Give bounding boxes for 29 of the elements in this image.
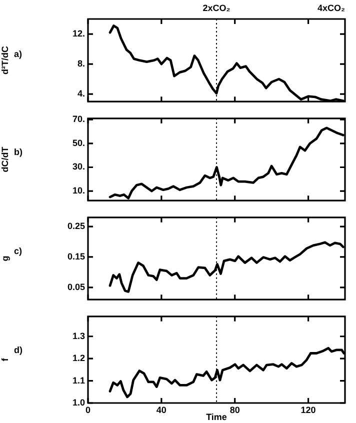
text: d) <box>14 345 22 355</box>
x-tick-label: 0 <box>85 404 91 415</box>
y-tick-label: 10. <box>72 186 85 196</box>
y-tick-label: 70. <box>72 114 85 124</box>
ref-line-label: 2xCO₂ <box>202 3 230 13</box>
y-tick-label: 1.3 <box>72 330 85 341</box>
x-tick-label: 80 <box>230 404 240 415</box>
y-tick-label: 50. <box>72 138 85 148</box>
y-tick-label: 12. <box>72 28 85 39</box>
y-tick-label: 1.0 <box>72 397 85 408</box>
y-axis-title: d²T/dC <box>0 46 10 75</box>
y-axis-title: f <box>0 357 10 362</box>
y-tick-label: 4. <box>77 88 85 99</box>
x-tick-label: 120 <box>300 404 316 415</box>
text: a) <box>14 49 22 59</box>
y-tick-label: 0.05 <box>67 282 85 292</box>
text: 4xCO₂ <box>317 3 346 13</box>
y-tick-label: 1.2 <box>72 353 85 364</box>
y-tick-label: 0.25 <box>67 221 85 232</box>
y-tick-label: 8. <box>77 58 85 69</box>
x-tick-label: 40 <box>156 404 166 415</box>
y-axis-title: dC/dT <box>0 146 10 172</box>
y-tick-label: 30. <box>72 162 85 172</box>
x-axis-title: Time <box>206 412 227 422</box>
y-tick-label: 0.15 <box>67 251 85 262</box>
text: b) <box>14 147 22 157</box>
text: c) <box>14 246 22 256</box>
y-axis-title: g <box>0 256 10 262</box>
y-tick-label: 1.1 <box>72 375 85 386</box>
